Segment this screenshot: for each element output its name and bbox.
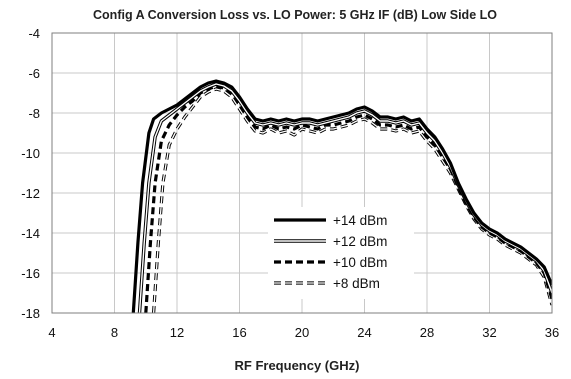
x-tick-label: 16 (232, 325, 246, 340)
x-tick-label: 24 (357, 325, 371, 340)
x-tick-label: 8 (111, 325, 118, 340)
y-tick-label: -6 (28, 66, 40, 81)
y-tick-label: -10 (21, 146, 40, 161)
x-tick-label: 36 (545, 325, 559, 340)
axis-ticks: 4 8 12 16 20 24 28 32 36 -4 -6 -8 -10 -12 -14 -16 -18 (21, 26, 559, 340)
x-tick-label: 12 (170, 325, 184, 340)
legend-item: +8 dBm (274, 276, 380, 291)
legend-item: +10 dBm (274, 255, 387, 270)
x-tick-label: 4 (48, 325, 55, 340)
legend-item: +14 dBm (274, 213, 387, 228)
chart-title: Config A Conversion Loss vs. LO Power: 5… (93, 8, 497, 22)
x-tick-label: 32 (482, 325, 496, 340)
y-tick-label: -8 (28, 106, 40, 121)
plot-frame (51, 32, 553, 314)
x-axis-label: RF Frequency (GHz) (235, 358, 360, 373)
y-tick-label: -12 (21, 186, 40, 201)
y-tick-label: -16 (21, 266, 40, 281)
legend-label: +14 dBm (333, 213, 387, 228)
series-line-14dbmdbm (131, 79, 552, 313)
legend-label: +8 dBm (333, 276, 380, 291)
y-tick-label: -14 (21, 226, 40, 241)
legend: +14 dBm +12 dBm +10 dBm +8 dBm (268, 207, 414, 299)
series-lines (131, 79, 552, 313)
y-tick-label: -18 (21, 306, 40, 321)
legend-item: +12 dBm (274, 234, 387, 249)
legend-label: +12 dBm (333, 234, 387, 249)
x-tick-label: 20 (295, 325, 309, 340)
y-tick-label: -4 (28, 26, 40, 41)
legend-box (268, 207, 414, 299)
legend-label: +10 dBm (333, 255, 387, 270)
x-tick-label: 28 (420, 325, 434, 340)
